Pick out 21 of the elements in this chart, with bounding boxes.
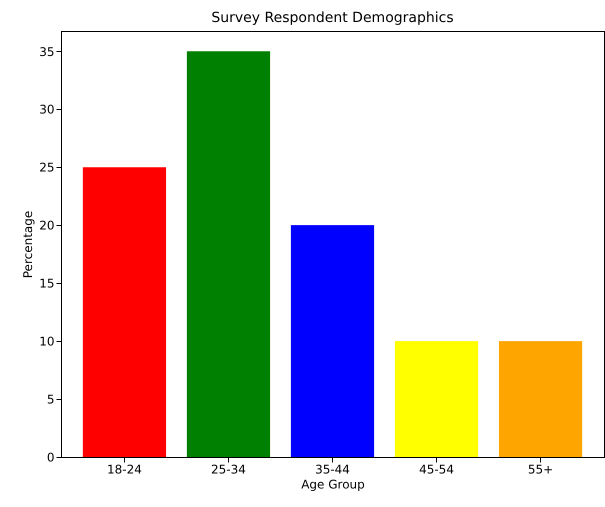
bar: [186, 51, 270, 457]
y-tick-label: 0: [46, 450, 54, 464]
y-tick-label: 5: [46, 392, 54, 407]
bar: [394, 341, 478, 457]
y-tick-label: 15: [39, 276, 54, 291]
bar: [290, 225, 374, 457]
x-tick-label: 35-44: [315, 462, 350, 476]
bar: [82, 167, 166, 457]
chart-title: Survey Respondent Demographics: [211, 10, 454, 26]
y-tick-label: 35: [39, 44, 54, 59]
y-axis-title: Percentage: [21, 210, 36, 278]
x-tick-label: 25-34: [211, 462, 246, 476]
y-tick-label: 20: [39, 218, 54, 233]
y-tick-label: 30: [39, 102, 54, 117]
x-tick-label: 55+: [528, 462, 554, 476]
x-tick-label: 45-54: [419, 462, 454, 476]
y-tick-label: 25: [39, 160, 54, 175]
bar: [498, 341, 582, 457]
x-tick-label: 18-24: [107, 462, 142, 476]
x-axis-title: Age Group: [301, 478, 365, 492]
y-tick-label: 10: [39, 334, 54, 349]
